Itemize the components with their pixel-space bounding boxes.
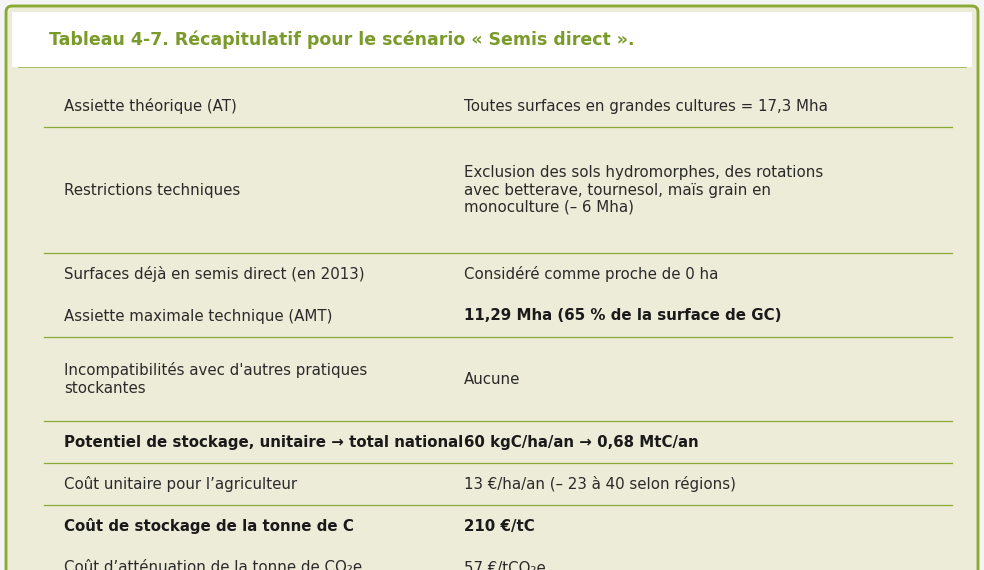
Text: Surfaces déjà en semis direct (en 2013): Surfaces déjà en semis direct (en 2013): [64, 266, 365, 282]
Text: Potentiel de stockage, unitaire → total national: Potentiel de stockage, unitaire → total …: [64, 434, 463, 450]
Text: Exclusion des sols hydromorphes, des rotations
avec betterave, tournesol, maïs g: Exclusion des sols hydromorphes, des rot…: [463, 165, 823, 215]
Text: 57 €/tCO₂e: 57 €/tCO₂e: [463, 560, 545, 570]
Text: 210 €/tC: 210 €/tC: [463, 519, 534, 534]
Text: Assiette maximale technique (AMT): Assiette maximale technique (AMT): [64, 308, 333, 324]
FancyBboxPatch shape: [6, 6, 978, 570]
Bar: [12, 12, 972, 67]
Text: Tableau 4-7. Récapitulatif pour le scénario « Semis direct ».: Tableau 4-7. Récapitulatif pour le scéna…: [49, 30, 635, 49]
Text: Restrictions techniques: Restrictions techniques: [64, 182, 240, 197]
Text: Coût d’atténuation de la tonne de CO₂e: Coût d’atténuation de la tonne de CO₂e: [64, 560, 362, 570]
Text: 13 €/ha/an (– 23 à 40 selon régions): 13 €/ha/an (– 23 à 40 selon régions): [463, 476, 736, 492]
Text: Considéré comme proche de 0 ha: Considéré comme proche de 0 ha: [463, 266, 718, 282]
Text: Assiette théorique (AT): Assiette théorique (AT): [64, 98, 237, 114]
Text: Coût de stockage de la tonne de C: Coût de stockage de la tonne de C: [64, 518, 354, 534]
Text: 11,29 Mha (65 % de la surface de GC): 11,29 Mha (65 % de la surface de GC): [463, 308, 781, 324]
Text: 60 kgC/ha/an → 0,68 MtC/an: 60 kgC/ha/an → 0,68 MtC/an: [463, 434, 699, 450]
Text: Toutes surfaces en grandes cultures = 17,3 Mha: Toutes surfaces en grandes cultures = 17…: [463, 99, 828, 113]
Text: Aucune: Aucune: [463, 372, 521, 386]
Text: Incompatibilités avec d'autres pratiques
stockantes: Incompatibilités avec d'autres pratiques…: [64, 363, 367, 396]
Text: Coût unitaire pour l’agriculteur: Coût unitaire pour l’agriculteur: [64, 476, 297, 492]
